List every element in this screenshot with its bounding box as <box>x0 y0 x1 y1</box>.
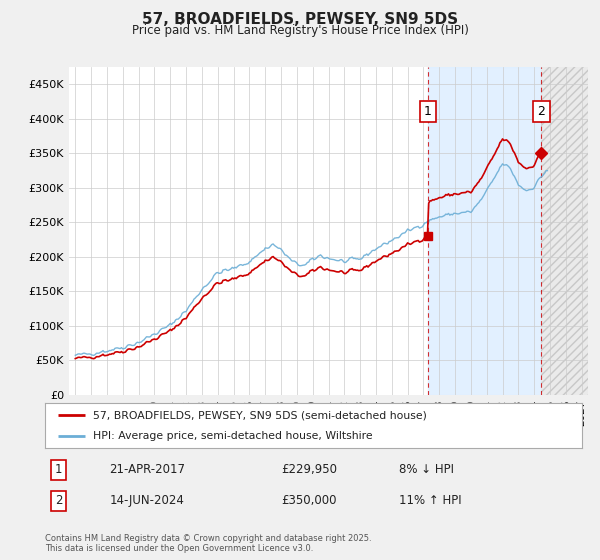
Text: 57, BROADFIELDS, PEWSEY, SN9 5DS: 57, BROADFIELDS, PEWSEY, SN9 5DS <box>142 12 458 27</box>
Text: 11% ↑ HPI: 11% ↑ HPI <box>400 494 462 507</box>
Text: 2: 2 <box>55 494 62 507</box>
Text: £229,950: £229,950 <box>281 464 337 477</box>
Bar <box>541 67 588 395</box>
Text: Price paid vs. HM Land Registry's House Price Index (HPI): Price paid vs. HM Land Registry's House … <box>131 24 469 36</box>
Bar <box>428 67 541 395</box>
Text: 57, BROADFIELDS, PEWSEY, SN9 5DS (semi-detached house): 57, BROADFIELDS, PEWSEY, SN9 5DS (semi-d… <box>94 410 427 421</box>
Text: 21-APR-2017: 21-APR-2017 <box>109 464 185 477</box>
Text: 8% ↓ HPI: 8% ↓ HPI <box>400 464 454 477</box>
Text: 1: 1 <box>424 105 432 118</box>
Text: HPI: Average price, semi-detached house, Wiltshire: HPI: Average price, semi-detached house,… <box>94 431 373 441</box>
Bar <box>541 67 588 395</box>
Text: Contains HM Land Registry data © Crown copyright and database right 2025.
This d: Contains HM Land Registry data © Crown c… <box>45 534 371 553</box>
Text: 1: 1 <box>55 464 62 477</box>
Text: £350,000: £350,000 <box>281 494 337 507</box>
Text: 2: 2 <box>538 105 545 118</box>
Text: 14-JUN-2024: 14-JUN-2024 <box>109 494 184 507</box>
